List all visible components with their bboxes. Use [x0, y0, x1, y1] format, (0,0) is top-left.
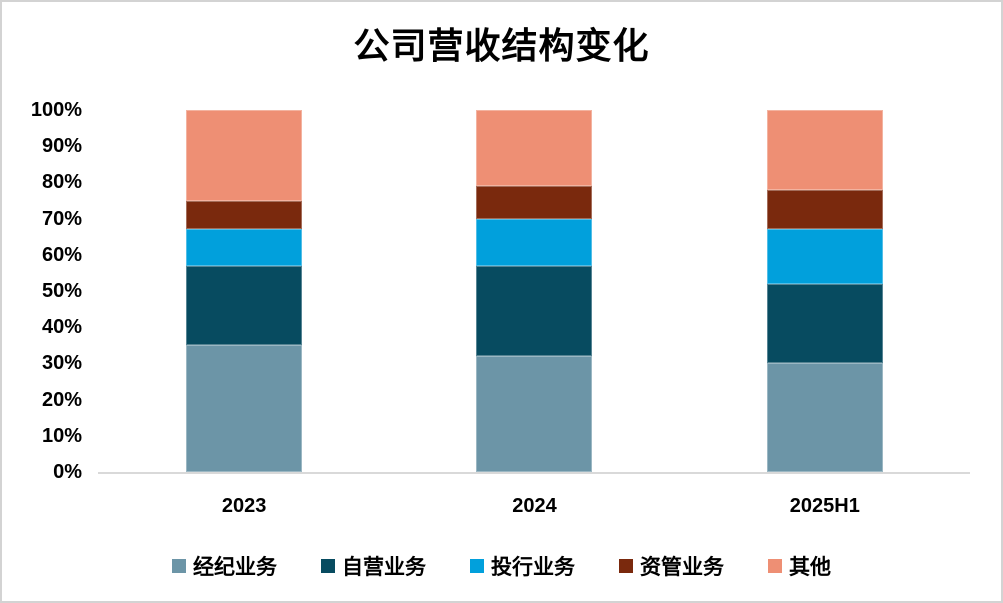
stacked-bar [186, 110, 303, 472]
bar-segment [476, 265, 593, 357]
bar-segment [476, 110, 593, 187]
bar-segment [766, 363, 883, 472]
legend-item: 自营业务 [321, 551, 426, 581]
plot-area [99, 110, 970, 472]
y-axis-tick-label: 70% [41, 207, 82, 230]
y-axis-tick-label: 20% [41, 388, 82, 411]
bar-segment [476, 356, 593, 472]
bar-segment [476, 186, 593, 219]
y-axis-tick-label: 50% [41, 280, 82, 302]
x-axis-line [98, 472, 970, 474]
legend-label: 其他 [789, 556, 831, 579]
legend-item: 资管业务 [619, 551, 724, 581]
bar-segment [186, 265, 303, 346]
chart-title: 公司营收结构变化 [353, 25, 650, 66]
legend-item: 投行业务 [470, 551, 575, 581]
stacked-bar [766, 110, 883, 472]
legend-swatch-icon [321, 559, 335, 573]
bar-segment [186, 110, 303, 201]
stacked-bar [476, 110, 593, 472]
legend-swatch-icon [768, 559, 782, 573]
legend-swatch-icon [470, 559, 484, 573]
category-cell [680, 110, 970, 472]
x-axis-category-label: 2024 [512, 495, 557, 517]
legend-item: 其他 [768, 551, 831, 581]
y-axis-tick-label: 90% [41, 135, 82, 158]
y-axis-tick-label: 100% [30, 99, 82, 121]
legend-label: 经纪业务 [193, 556, 277, 579]
legend: 经纪业务 自营业务 投行业务 资管业务 其他 [2, 551, 1001, 581]
bar-segment [186, 345, 303, 472]
category-cell [389, 110, 679, 472]
bar-segment [476, 218, 593, 266]
y-axis-tick-label: 40% [41, 316, 82, 339]
legend-label: 资管业务 [640, 556, 724, 579]
legend-item: 经纪业务 [172, 551, 277, 581]
y-axis-tick-label: 10% [41, 424, 82, 447]
x-axis-category-label: 2023 [221, 495, 267, 517]
legend-swatch-icon [619, 559, 633, 573]
x-axis-category-label: 2025H1 [789, 495, 860, 517]
y-axis-tick-label: 60% [41, 243, 82, 266]
bar-segment [186, 200, 303, 230]
y-axis-tick-label: 0% [53, 461, 82, 483]
legend-swatch-icon [172, 559, 186, 573]
legend-label: 投行业务 [491, 556, 575, 579]
category-cell [99, 110, 389, 472]
x-axis: 2023 2024 2025H1 [99, 494, 970, 518]
bar-segment [766, 283, 883, 364]
bar-segment [766, 229, 883, 284]
bar-segment [186, 229, 303, 266]
y-axis-tick-label: 30% [41, 352, 82, 375]
bar-segment [766, 189, 883, 230]
bar-segment [766, 110, 883, 190]
legend-label: 自营业务 [342, 556, 426, 579]
y-axis-tick-label: 80% [41, 171, 82, 194]
